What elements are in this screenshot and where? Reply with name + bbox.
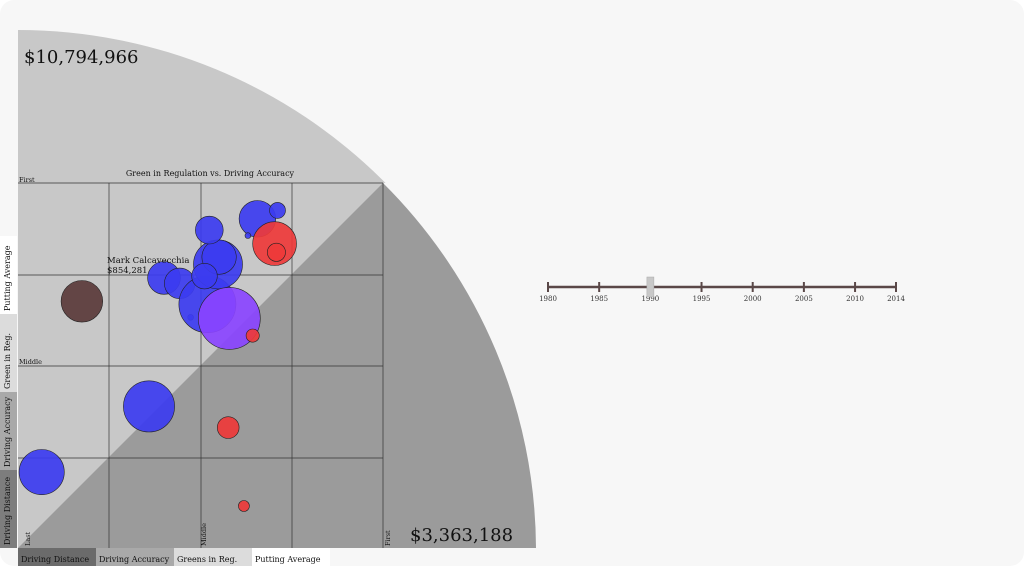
- scatter-point-16[interactable]: [123, 380, 175, 433]
- highlight-player-value: $854,281: [107, 266, 148, 276]
- timeline-label-2005: 2005: [795, 295, 813, 303]
- timeline-handle[interactable]: [646, 276, 655, 298]
- year-timeline: 1980 1985 1990 1995 2000 2005 2010 2014: [539, 276, 905, 303]
- x-tick-first: First: [384, 530, 392, 546]
- side-tab-putting-average-label: Putting Average: [3, 245, 12, 311]
- scatter-point-13[interactable]: [245, 328, 260, 343]
- timeline-label-2000: 2000: [744, 295, 762, 303]
- scatter-point-1[interactable]: [269, 202, 286, 219]
- prize-money-top: $10,794,966: [24, 47, 139, 68]
- bottom-tab-greens-in-reg[interactable]: [174, 548, 252, 566]
- bottom-tab-driving-distance[interactable]: [18, 548, 96, 566]
- side-tab-driving-accuracy-label: Driving Accuracy: [3, 396, 12, 467]
- side-tabs: Putting Average Green in Reg. Driving Ac…: [0, 236, 17, 548]
- scatter-point-14[interactable]: [244, 232, 252, 239]
- scatter-point-19[interactable]: [238, 500, 250, 512]
- scatter-point-15[interactable]: [60, 280, 104, 323]
- outside-mask: [383, 183, 540, 548]
- y-tick-first: First: [19, 176, 35, 184]
- y-tick-middle: Middle: [19, 358, 42, 366]
- side-tab-green-in-reg-label: Green in Reg.: [3, 333, 12, 389]
- timeline-label-1985: 1985: [590, 295, 608, 303]
- timeline-label-2014: 2014: [887, 295, 905, 303]
- timeline-label-1980: 1980: [539, 295, 557, 303]
- scatter-point-10[interactable]: [195, 215, 224, 245]
- chart-title: Green in Regulation vs. Driving Accuracy: [126, 169, 295, 178]
- bottom-tabs: Driving Distance Driving Accuracy Greens…: [18, 548, 330, 566]
- bottom-tab-driving-accuracy[interactable]: [96, 548, 174, 566]
- side-tab-driving-distance[interactable]: [0, 470, 17, 548]
- bottom-tab-driving-distance-label: Driving Distance: [21, 555, 89, 564]
- bottom-tab-driving-accuracy-label: Driving Accuracy: [99, 555, 170, 564]
- bottom-tab-greens-in-reg-label: Greens in Reg.: [177, 555, 237, 564]
- scatter-point-17[interactable]: [217, 416, 240, 439]
- scatter-point-18[interactable]: [18, 449, 65, 496]
- scatter-point-11[interactable]: [191, 263, 218, 290]
- lower-triangle-shade: [18, 183, 536, 548]
- x-tick-middle: Middle: [200, 523, 208, 546]
- scatter-point-12[interactable]: [198, 287, 261, 350]
- side-tab-driving-distance-label: Driving Distance: [3, 477, 12, 545]
- side-tab-putting-average[interactable]: [0, 236, 17, 314]
- timeline-label-1995: 1995: [693, 295, 711, 303]
- timeline-ticks: 1980 1985 1990 1995 2000 2005 2010 2014: [539, 282, 905, 303]
- prize-money-bottom: $3,363,188: [410, 525, 513, 546]
- x-tick-last: Last: [24, 531, 32, 546]
- side-tab-green-in-reg[interactable]: [0, 314, 17, 392]
- timeline-label-1990: 1990: [641, 295, 659, 303]
- visualization: $10,794,966 $3,363,188 Green in Regulati…: [0, 30, 540, 566]
- scatter-point-3[interactable]: [266, 242, 286, 262]
- highlight-player-name: Mark Calcavecchia: [107, 256, 189, 266]
- data-points: [18, 200, 297, 512]
- side-tab-driving-accuracy[interactable]: [0, 392, 17, 470]
- timeline-label-2010: 2010: [846, 295, 864, 303]
- bottom-tab-putting-average-label: Putting Average: [255, 555, 321, 564]
- bottom-tab-putting-average[interactable]: [252, 548, 330, 566]
